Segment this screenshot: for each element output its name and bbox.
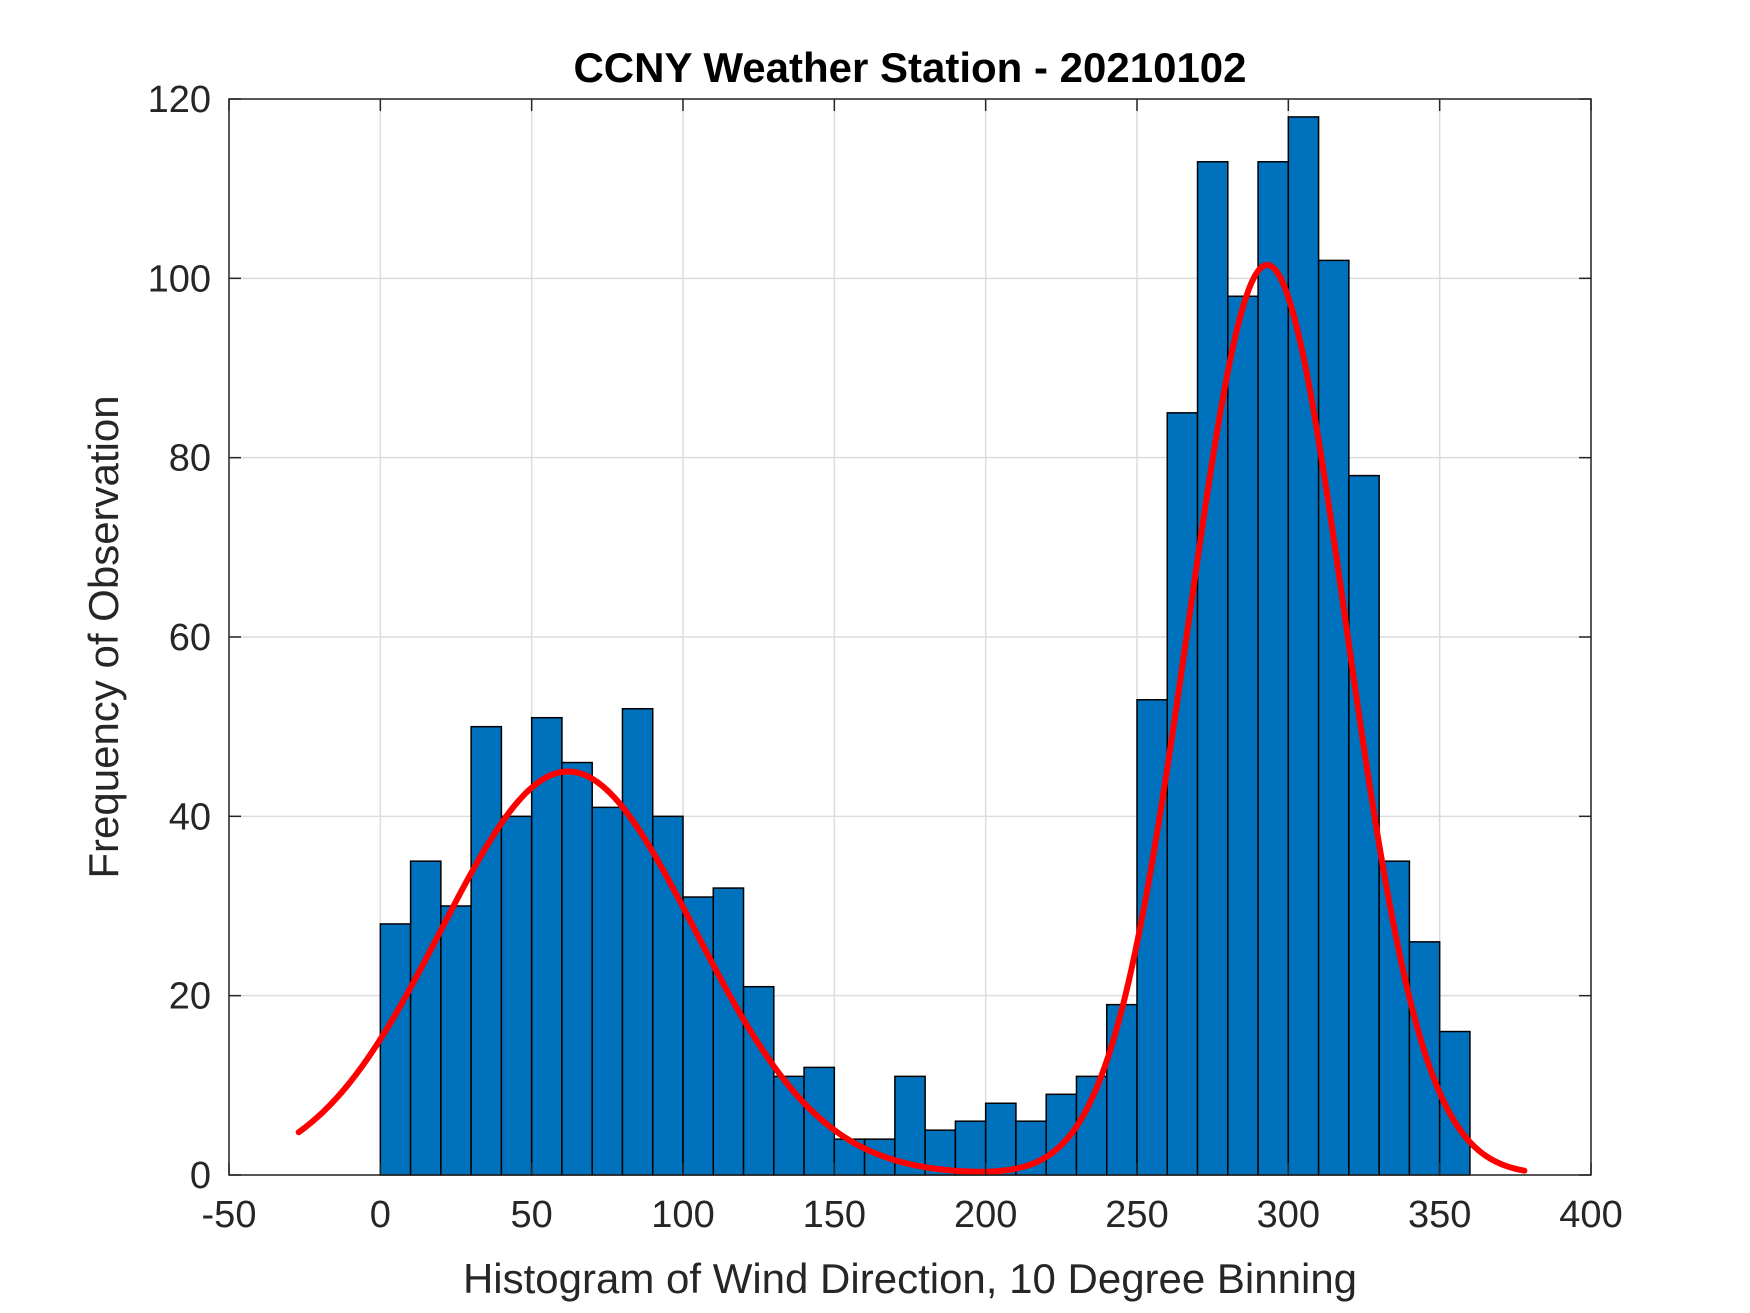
y-tick-label: 60 (169, 617, 211, 659)
histogram-bar (500, 815, 533, 1176)
histogram-bar (1075, 1075, 1108, 1176)
histogram-bar (742, 985, 775, 1176)
y-tick-label: 0 (190, 1155, 211, 1197)
histogram-bar (561, 761, 593, 1176)
histogram-bar (1136, 699, 1169, 1176)
x-axis-label: Histogram of Wind Direction, 10 Degree B… (463, 1255, 1357, 1302)
y-tick-label: 80 (169, 438, 211, 480)
histogram-bar (1196, 161, 1229, 1176)
x-tick-label: 300 (1257, 1194, 1320, 1236)
x-tick-label: 400 (1559, 1194, 1622, 1236)
x-tick-label: -50 (202, 1194, 257, 1236)
fit-curve-layer (295, 261, 1528, 1175)
histogram-bar (1378, 860, 1411, 1176)
y-axis-label: Frequency of Observation (80, 395, 127, 878)
histogram-bar (1257, 161, 1290, 1176)
histogram-bar (651, 815, 684, 1176)
histogram-bar (470, 725, 503, 1176)
axis-ticks (228, 98, 1592, 1176)
histogram-bar (682, 896, 715, 1176)
y-tick-label: 40 (169, 796, 211, 838)
histogram-bar (1287, 116, 1320, 1176)
histogram-bar (984, 1102, 1017, 1176)
x-tick-label: 250 (1105, 1194, 1168, 1236)
histogram-bar (1227, 295, 1259, 1176)
x-tick-label: 100 (651, 1194, 714, 1236)
x-tick-label: 350 (1408, 1194, 1471, 1236)
fit-curve-line (295, 261, 1528, 1175)
histogram-bar (712, 887, 745, 1176)
x-tick-label: 150 (803, 1194, 866, 1236)
histogram-bar (621, 707, 654, 1176)
histogram-bar (1105, 1003, 1138, 1176)
histogram-bar (591, 806, 624, 1176)
histogram-bar (954, 1120, 987, 1176)
x-tick-label: 50 (511, 1194, 553, 1236)
y-tick-label: 20 (169, 976, 211, 1018)
y-tick-label: 120 (148, 79, 211, 121)
y-tick-labels: 0 20 40 60 80 100 120 (148, 79, 211, 1197)
y-tick-label: 100 (148, 258, 211, 300)
x-tick-label: 0 (370, 1194, 391, 1236)
histogram-bar (1166, 412, 1199, 1176)
histogram-bar (409, 860, 442, 1176)
histogram-bar (379, 923, 412, 1176)
histogram-bar (1408, 941, 1441, 1176)
histogram-bar (773, 1075, 805, 1176)
x-tick-label: 200 (954, 1194, 1017, 1236)
x-tick-labels: -50 0 50 100 150 200 250 300 350 400 (202, 1194, 1623, 1236)
chart-title: CCNY Weather Station - 20210102 (573, 44, 1246, 91)
histogram-bar (1317, 259, 1350, 1176)
histogram-bar (530, 716, 563, 1176)
histogram-bar (440, 905, 472, 1176)
